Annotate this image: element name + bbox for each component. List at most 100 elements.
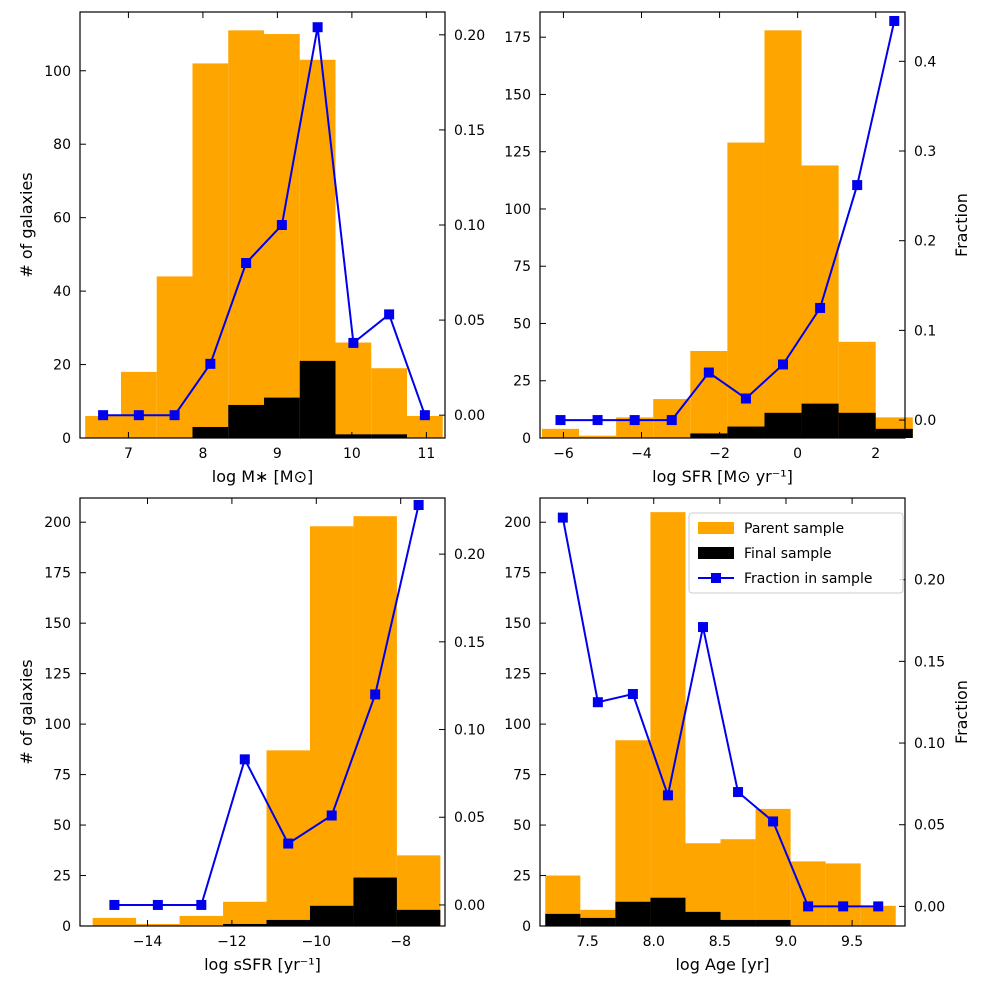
panel-ssfr: −14 −12 −10 −8 0 25 50 75 100 125 150 175 200 0.00 0.0… — [17, 497, 485, 974]
fraction-marker — [326, 810, 337, 821]
final-bar — [228, 404, 264, 438]
legend-label: Parent sample — [744, 521, 844, 537]
y-tick-label: 25 — [53, 869, 71, 885]
final-bar — [685, 911, 721, 926]
axes-frame — [539, 497, 906, 927]
x-tick-label: −10 — [302, 934, 332, 950]
y2-tick-label: 0.10 — [454, 218, 485, 234]
y-tick-label: 50 — [53, 818, 71, 834]
parent-bar — [650, 512, 686, 926]
final-bar — [353, 877, 397, 926]
y-tick-label: 75 — [513, 259, 531, 275]
fraction-marker — [592, 697, 603, 708]
fraction-marker — [276, 220, 287, 230]
fraction-marker — [169, 410, 180, 421]
fraction-marker — [873, 901, 884, 912]
x-tick-label: −8 — [390, 934, 411, 950]
y-tick-label: 25 — [513, 869, 531, 885]
y-tick-label: 200 — [504, 515, 531, 531]
parent-bar — [179, 915, 224, 926]
final-bar — [192, 426, 229, 438]
y-tick-label: 50 — [513, 316, 531, 332]
legend-box — [688, 512, 904, 594]
x-axis-label: log Age [yr] — [675, 955, 769, 974]
y2-tick-label: 0.15 — [454, 123, 485, 139]
legend-marker — [711, 573, 721, 583]
final-bar — [875, 428, 913, 438]
parent-bar — [92, 917, 137, 926]
y-tick-label: 175 — [504, 566, 531, 582]
fraction-marker — [98, 410, 109, 421]
fraction-marker — [666, 415, 677, 426]
final-bar — [764, 412, 802, 438]
parent-bar — [263, 34, 300, 438]
y2-tick-label: 0.05 — [914, 818, 945, 834]
y-tick-label: 75 — [513, 768, 531, 784]
parent-bar — [755, 808, 791, 926]
fraction-marker — [803, 901, 814, 912]
legend-swatch — [698, 522, 734, 534]
final-bar — [727, 426, 765, 438]
parent-bar — [616, 417, 654, 438]
y-tick-label: 175 — [44, 566, 71, 582]
y2-tick-label: 0.3 — [914, 144, 936, 160]
fraction-line — [560, 20, 896, 422]
parent-bar — [353, 516, 397, 926]
panel-sfr: −6 −4 −2 0 2 0 25 50 75 100 125 150 175 0.0 0.1 0.2 0.3 0… — [504, 11, 971, 486]
y-tick-label: 20 — [53, 358, 71, 374]
x-tick-label: −6 — [553, 446, 574, 462]
legend-label: Final sample — [744, 546, 832, 562]
y2-tick-label: 0.20 — [454, 28, 485, 44]
parent-bar — [615, 740, 651, 926]
x-tick-label: 7.5 — [576, 934, 598, 950]
parent-bar — [407, 415, 443, 438]
final-bar — [615, 901, 651, 926]
fraction-marker — [239, 754, 250, 765]
final-bar — [309, 905, 354, 926]
final-bar — [720, 919, 756, 926]
y-tick-label: 80 — [53, 137, 71, 153]
y-tick-label: 0 — [62, 431, 71, 447]
x-tick-label: −2 — [709, 446, 730, 462]
y-tick-label: 50 — [513, 818, 531, 834]
fraction-marker — [627, 689, 638, 700]
x-tick-label: 11 — [417, 446, 435, 462]
fraction-marker — [815, 302, 826, 313]
y2-tick-label: 0.2 — [914, 234, 936, 250]
panel-age: 7.5 8.0 8.5 9.0 9.5 0 25 50 75 100 125 150 175 200 0.0… — [504, 497, 971, 974]
y2-tick-label: 0.10 — [914, 736, 945, 752]
parent-bar — [223, 901, 267, 926]
x-axis-label: log SFR [M⊙ yr⁻¹] — [652, 467, 793, 486]
fraction-marker — [733, 787, 744, 798]
fraction-marker — [348, 337, 359, 348]
parent-bar — [85, 415, 121, 438]
fraction-line — [561, 517, 879, 908]
final-bar — [690, 433, 728, 438]
fraction-line — [114, 504, 420, 906]
x-tick-label: −4 — [631, 446, 652, 462]
final-bar — [801, 403, 839, 438]
x-tick-label: −14 — [133, 934, 163, 950]
fraction-marker — [109, 899, 120, 910]
y-tick-label: 100 — [44, 717, 71, 733]
fraction-marker — [196, 899, 207, 910]
parent-bar — [825, 863, 861, 926]
final-bar — [223, 923, 267, 926]
parent-bar — [690, 350, 728, 438]
final-bar — [545, 913, 581, 926]
x-tick-label: −12 — [217, 934, 247, 950]
y-tick-label: 75 — [53, 768, 71, 784]
y-tick-label: 25 — [513, 374, 531, 390]
axes-frame — [539, 11, 906, 439]
parent-bar — [801, 165, 839, 439]
y-axis-label: # of galaxies — [17, 172, 36, 277]
y2-tick-label: 0.05 — [454, 810, 485, 826]
final-bar — [580, 917, 616, 926]
fraction-marker — [241, 258, 252, 269]
x-tick-label: 0 — [793, 446, 802, 462]
y-tick-label: 125 — [44, 667, 71, 683]
y-tick-label: 150 — [504, 616, 531, 632]
y2-tick-label: 0.10 — [454, 723, 485, 739]
y-tick-label: 100 — [504, 202, 531, 218]
